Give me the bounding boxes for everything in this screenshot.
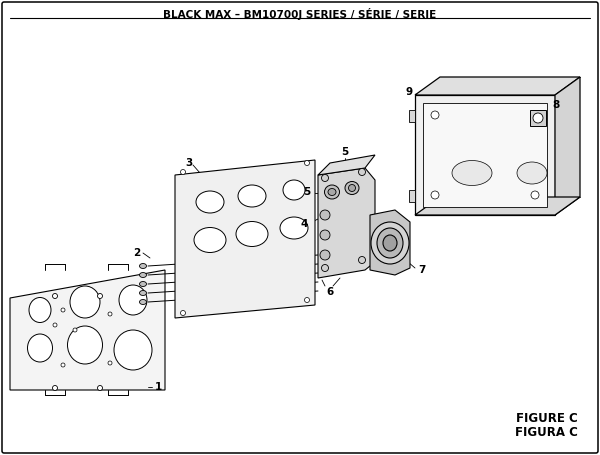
Ellipse shape — [61, 308, 65, 312]
Ellipse shape — [349, 184, 355, 192]
Polygon shape — [409, 190, 415, 202]
Polygon shape — [530, 110, 546, 126]
Polygon shape — [423, 103, 547, 207]
Polygon shape — [409, 110, 415, 122]
Ellipse shape — [53, 293, 58, 298]
Ellipse shape — [139, 282, 146, 287]
Ellipse shape — [119, 285, 147, 315]
Ellipse shape — [196, 191, 224, 213]
Polygon shape — [175, 160, 315, 318]
Text: 2: 2 — [133, 248, 140, 258]
Text: 8: 8 — [552, 100, 559, 110]
Ellipse shape — [194, 228, 226, 253]
Ellipse shape — [139, 263, 146, 268]
Text: 7: 7 — [418, 265, 425, 275]
Polygon shape — [555, 77, 580, 215]
Ellipse shape — [533, 113, 543, 123]
Text: 5: 5 — [303, 187, 310, 197]
Ellipse shape — [53, 323, 57, 327]
Polygon shape — [10, 270, 165, 390]
Text: FIGURE C: FIGURE C — [516, 411, 578, 425]
Ellipse shape — [320, 230, 330, 240]
Ellipse shape — [371, 222, 409, 264]
Polygon shape — [318, 168, 375, 278]
Ellipse shape — [328, 188, 336, 196]
Ellipse shape — [61, 363, 65, 367]
Ellipse shape — [139, 273, 146, 278]
Ellipse shape — [236, 222, 268, 247]
Ellipse shape — [28, 334, 53, 362]
Ellipse shape — [108, 361, 112, 365]
Ellipse shape — [238, 185, 266, 207]
Ellipse shape — [325, 185, 340, 199]
Ellipse shape — [431, 111, 439, 119]
Polygon shape — [415, 77, 580, 95]
Ellipse shape — [139, 299, 146, 304]
Ellipse shape — [67, 326, 103, 364]
Ellipse shape — [70, 286, 100, 318]
Ellipse shape — [305, 161, 310, 166]
Ellipse shape — [345, 182, 359, 194]
Ellipse shape — [139, 290, 146, 295]
Ellipse shape — [108, 312, 112, 316]
Ellipse shape — [73, 328, 77, 332]
Polygon shape — [370, 210, 410, 275]
Ellipse shape — [531, 111, 539, 119]
Polygon shape — [415, 197, 580, 215]
Ellipse shape — [322, 175, 329, 182]
Text: 5: 5 — [341, 147, 349, 157]
Ellipse shape — [452, 161, 492, 186]
Text: BLACK MAX – BM10700J SERIES / SÉRIE / SERIE: BLACK MAX – BM10700J SERIES / SÉRIE / SE… — [163, 8, 437, 20]
Ellipse shape — [283, 180, 305, 200]
Ellipse shape — [322, 264, 329, 272]
Ellipse shape — [431, 191, 439, 199]
Text: 4: 4 — [301, 219, 308, 229]
Ellipse shape — [305, 298, 310, 303]
Text: 3: 3 — [185, 158, 192, 168]
Ellipse shape — [181, 170, 185, 175]
Text: 6: 6 — [326, 287, 334, 297]
Ellipse shape — [377, 228, 403, 258]
Polygon shape — [318, 155, 375, 175]
Text: 1: 1 — [155, 382, 162, 392]
Ellipse shape — [29, 298, 51, 323]
Ellipse shape — [97, 385, 103, 390]
Ellipse shape — [320, 250, 330, 260]
Polygon shape — [415, 95, 555, 215]
Text: FIGURA C: FIGURA C — [515, 425, 578, 439]
Ellipse shape — [114, 330, 152, 370]
Ellipse shape — [280, 217, 308, 239]
Ellipse shape — [517, 162, 547, 184]
Ellipse shape — [383, 235, 397, 251]
Ellipse shape — [181, 310, 185, 315]
Ellipse shape — [97, 293, 103, 298]
Text: 9: 9 — [406, 87, 413, 97]
Ellipse shape — [53, 385, 58, 390]
Ellipse shape — [320, 210, 330, 220]
Ellipse shape — [359, 257, 365, 263]
Ellipse shape — [531, 191, 539, 199]
Ellipse shape — [359, 168, 365, 176]
